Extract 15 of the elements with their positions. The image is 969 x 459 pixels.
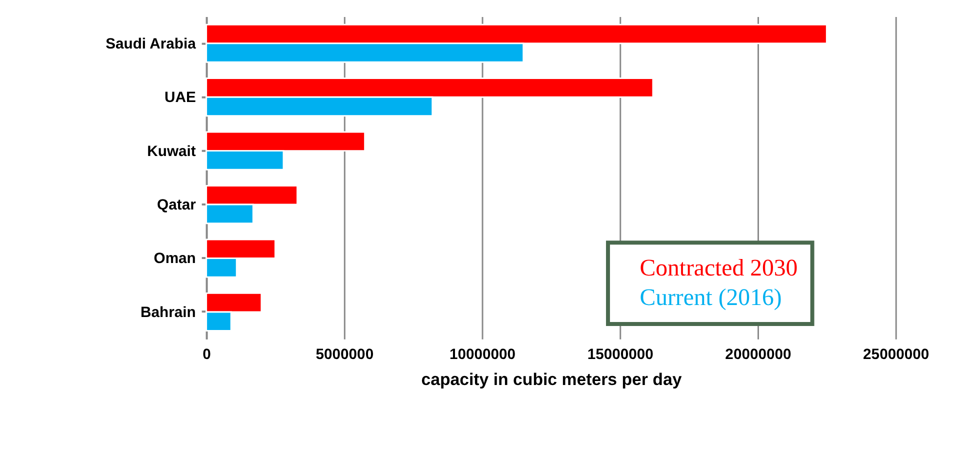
x-tick-label: 15000000 bbox=[587, 347, 654, 364]
x-tick-label: 0 bbox=[202, 347, 211, 364]
text: Current (2016) bbox=[640, 285, 782, 312]
x-tick-label: 10000000 bbox=[449, 347, 516, 364]
x-axis-title: capacity in cubic meters per day bbox=[421, 370, 682, 389]
y-tick-label: Saudi Arabia bbox=[106, 36, 197, 52]
x-tick-label: 5000000 bbox=[316, 347, 374, 364]
y-tick-label: Qatar bbox=[157, 198, 196, 214]
x-tick-label: 20000000 bbox=[725, 347, 792, 364]
x-tick-label: 25000000 bbox=[863, 347, 930, 364]
y-tick-label: UAE bbox=[164, 90, 196, 106]
y-tick-label: Bahrain bbox=[140, 304, 196, 321]
y-tick-label: Kuwait bbox=[147, 144, 196, 160]
y-tick-label: Oman bbox=[154, 251, 196, 268]
text: Contracted 2030 bbox=[640, 255, 798, 282]
